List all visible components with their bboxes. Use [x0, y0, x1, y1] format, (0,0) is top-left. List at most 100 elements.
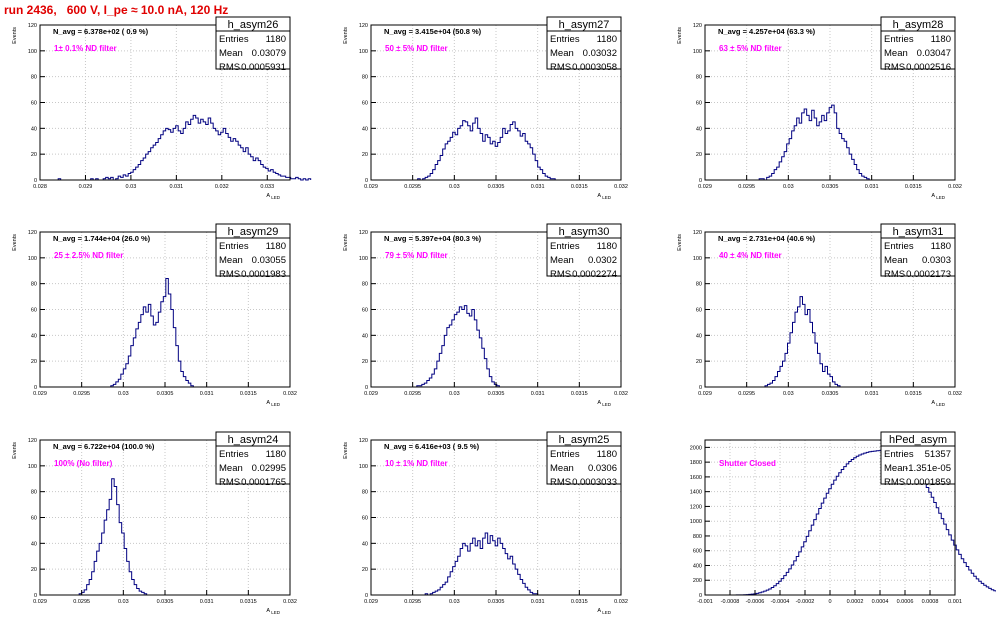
- y-tick-label: 100: [693, 256, 702, 262]
- histogram-curve: [78, 478, 148, 595]
- x-tick-label: 0.032: [614, 184, 628, 190]
- y-tick-label: 80: [696, 75, 702, 81]
- y-tick-label: 0: [365, 178, 368, 184]
- x-axis-title: A LED: [266, 608, 280, 615]
- x-axis-title: A LED: [597, 193, 611, 200]
- histogram-panel: 0.029 0.0295 0.03 0.0305 0.031 0.0315 0.032 0 20…: [677, 223, 962, 407]
- y-tick-label: 0: [34, 178, 37, 184]
- stats-value: 0.0303: [922, 255, 951, 266]
- navg-label: N_avg = 1.744e+04 (26.0 %): [53, 234, 151, 243]
- stats-label: RMS: [884, 477, 905, 488]
- stats-box: [880, 431, 956, 485]
- y-tick-label: 0: [34, 385, 37, 391]
- x-axis-title: A LED: [266, 193, 280, 200]
- stats-label: Entries: [219, 34, 249, 45]
- stats-label: Mean: [884, 48, 908, 59]
- x-tick-label: 0.031: [200, 599, 214, 605]
- y-axis-title: Events: [343, 442, 349, 459]
- y-axis-title: Events: [12, 27, 18, 44]
- histogram-curve: [416, 305, 500, 387]
- x-tick-label: 0.033: [260, 184, 274, 190]
- stats-label: RMS: [550, 477, 571, 488]
- y-tick-label: 20: [362, 152, 368, 158]
- x-axis-title: A LED: [266, 400, 280, 407]
- histogram-name: h_asym24: [228, 434, 279, 446]
- stats-label: RMS: [884, 62, 905, 73]
- x-tick-label: 0.0295: [73, 599, 90, 605]
- histogram-panel: 0.029 0.0295 0.03 0.0305 0.031 0.0315 0.032 0 20…: [12, 431, 297, 615]
- y-tick-label: 60: [362, 516, 368, 522]
- navg-label: N_avg = 6.378e+02 ( 0.9 %): [53, 27, 149, 36]
- stats-label: RMS: [884, 269, 905, 280]
- stats-label: Mean: [884, 463, 908, 474]
- y-tick-label: 120: [359, 230, 368, 236]
- x-tick-label: 0.0002: [847, 599, 864, 605]
- y-tick-label: 80: [362, 490, 368, 496]
- y-axis-title: Events: [677, 234, 683, 251]
- y-tick-label: 80: [362, 282, 368, 288]
- histogram-name: h_asym31: [893, 226, 944, 238]
- stats-value: 0.0002274: [572, 269, 617, 280]
- stats-value: -1.351e-05: [905, 463, 951, 474]
- x-tick-label: 0.0295: [738, 184, 755, 190]
- stats-label: Mean: [550, 255, 574, 266]
- stats-value: 1180: [597, 34, 617, 45]
- y-tick-label: 0: [699, 593, 702, 599]
- filter-label: 10 ± 1% ND filter: [385, 459, 448, 468]
- histogram-name: h_asym25: [559, 434, 610, 446]
- stats-label: Mean: [219, 255, 243, 266]
- histogram-name: h_asym28: [893, 19, 944, 31]
- y-tick-label: 120: [28, 438, 37, 444]
- x-tick-label: 0.029: [79, 184, 93, 190]
- y-axis-title: Events: [12, 234, 18, 251]
- y-tick-label: 60: [362, 101, 368, 107]
- histogram-curve: [764, 296, 841, 387]
- stats-value: 0.02995: [252, 463, 286, 474]
- histogram-name: h_asym29: [228, 226, 279, 238]
- x-tick-label: 0.031: [200, 391, 214, 397]
- x-axis-title: A LED: [597, 400, 611, 407]
- y-tick-label: 100: [693, 49, 702, 55]
- x-axis-title: A LED: [931, 400, 945, 407]
- stats-box: [215, 431, 291, 485]
- filter-label: 25 ± 2.5% ND filter: [54, 251, 123, 260]
- stats-box: [880, 16, 956, 70]
- stats-value: 0.0001859: [906, 477, 951, 488]
- stats-box: [215, 223, 291, 277]
- y-tick-label: 1200: [690, 504, 702, 510]
- x-tick-label: 0.032: [614, 599, 628, 605]
- y-tick-label: 60: [31, 516, 37, 522]
- histogram-panel: -0.001 -0.0008 -0.0006 -0.0004 -0.0002 0 0.000…: [690, 431, 996, 605]
- x-tick-label: 0.0315: [571, 599, 588, 605]
- stats-value: 1180: [931, 34, 951, 45]
- histogram-curve: [758, 104, 870, 181]
- y-tick-label: 120: [693, 23, 702, 29]
- histogram-name: h_asym27: [559, 19, 610, 31]
- x-tick-label: 0.0315: [571, 391, 588, 397]
- x-axis-title: A LED: [597, 608, 611, 615]
- y-tick-label: 20: [696, 359, 702, 365]
- x-tick-label: -0.0004: [771, 599, 790, 605]
- histogram-curve: [110, 278, 194, 387]
- x-tick-label: 0.032: [948, 184, 962, 190]
- y-tick-label: 100: [359, 464, 368, 470]
- stats-value: 0.0002516: [906, 62, 951, 73]
- y-tick-label: 800: [693, 534, 702, 540]
- navg-label: N_avg = 6.722e+04 (100.0 %): [53, 442, 155, 451]
- stats-value: 0.0001983: [241, 269, 286, 280]
- stats-label: Mean: [219, 48, 243, 59]
- x-tick-label: 0.029: [33, 391, 47, 397]
- stats-label: RMS: [219, 477, 240, 488]
- y-tick-label: 20: [362, 567, 368, 573]
- stats-label: RMS: [219, 269, 240, 280]
- filter-label: 50 ± 5% ND filter: [385, 44, 448, 53]
- x-tick-label: 0.031: [865, 391, 879, 397]
- filter-label: 1± 0.1% ND filter: [54, 44, 117, 53]
- y-tick-label: 60: [31, 101, 37, 107]
- navg-label: N_avg = 5.397e+04 (80.3 %): [384, 234, 482, 243]
- histogram-name: h_asym26: [228, 19, 279, 31]
- x-tick-label: 0.029: [698, 184, 712, 190]
- x-tick-label: 0.029: [33, 599, 47, 605]
- y-tick-label: 40: [362, 333, 368, 339]
